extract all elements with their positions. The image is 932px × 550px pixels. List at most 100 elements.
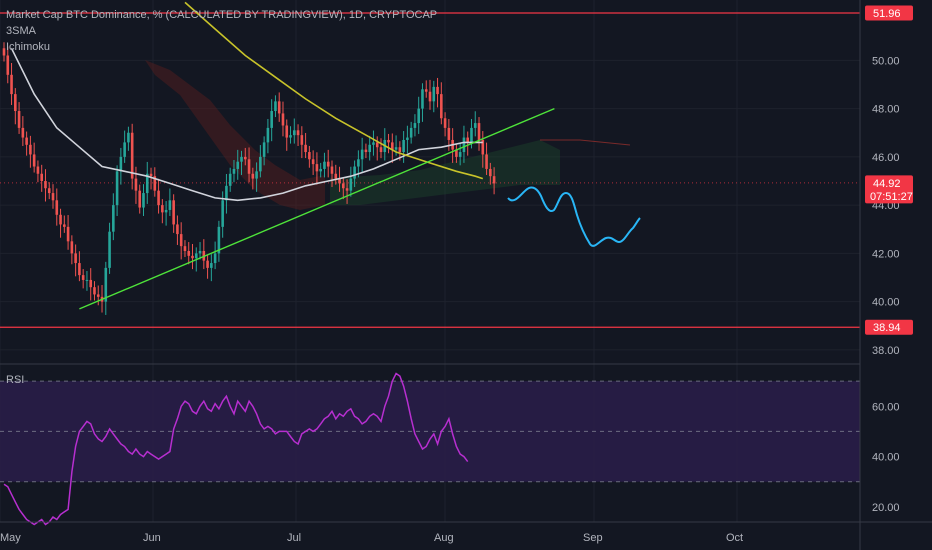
candle-up xyxy=(292,130,296,136)
candle-up xyxy=(402,139,405,153)
candle-down xyxy=(21,127,25,138)
candle-down xyxy=(51,193,55,201)
candle-up xyxy=(289,135,292,138)
candle-up xyxy=(259,156,262,172)
sma-line-white xyxy=(10,47,483,202)
candle-down xyxy=(391,142,394,150)
candle-down xyxy=(96,294,100,297)
rsi-tick-label: 40.00 xyxy=(872,452,900,464)
candle-up xyxy=(164,209,168,213)
candle-down xyxy=(78,263,81,276)
time-axis: May Jun Jul Aug Sep Oct xyxy=(0,521,932,544)
candle-down xyxy=(424,89,428,92)
rsi-band xyxy=(0,381,860,482)
candle-up xyxy=(217,226,221,254)
candle-down xyxy=(481,139,485,155)
candle-up xyxy=(274,101,277,112)
indicator-label-ichimoku[interactable]: Ichimoku xyxy=(6,41,51,53)
projection-curve xyxy=(507,186,641,247)
candle-up xyxy=(108,231,111,268)
candle-down xyxy=(130,132,134,179)
candle-down xyxy=(44,181,47,189)
candle-down xyxy=(176,224,179,235)
candle-down xyxy=(447,127,451,140)
candle-down xyxy=(251,173,255,179)
chart-title: Market Cap BTC Dominance, % (CALCULATED … xyxy=(6,9,438,21)
candle-up xyxy=(372,142,375,145)
candle-up xyxy=(119,156,123,172)
candle-up xyxy=(349,178,353,191)
candle-up xyxy=(232,168,236,174)
candle-down xyxy=(387,139,390,143)
candle-up xyxy=(225,185,228,201)
candle-down xyxy=(247,159,251,174)
candle-up xyxy=(394,147,398,150)
candle-up xyxy=(458,152,462,157)
candle-down xyxy=(277,101,281,114)
time-tick-label: May xyxy=(0,532,21,544)
price-badge-label: 51.96 xyxy=(873,8,901,20)
candle-down xyxy=(134,178,138,191)
price-tick-label: 38.00 xyxy=(872,345,900,357)
candle-up xyxy=(213,253,217,264)
price-tick-label: 40.00 xyxy=(872,297,900,309)
candle-down xyxy=(440,94,443,119)
candle-up xyxy=(194,253,198,259)
candle-up xyxy=(473,123,477,128)
price-tick-label: 50.00 xyxy=(872,55,900,67)
candle-down xyxy=(2,48,6,56)
rsi-tick-label: 60.00 xyxy=(872,401,900,413)
candle-down xyxy=(477,123,481,140)
candle-down xyxy=(206,260,209,268)
rsi-panel xyxy=(0,372,860,526)
candle-down xyxy=(304,144,307,153)
candle-down xyxy=(161,205,164,213)
candle-up xyxy=(323,161,326,169)
ichimoku-cloud xyxy=(145,60,631,210)
candle-down xyxy=(455,149,458,157)
candle-down xyxy=(191,255,194,259)
candle-down xyxy=(315,164,319,172)
candle-down xyxy=(326,161,330,167)
indicator-label-3sma[interactable]: 3SMA xyxy=(6,25,36,37)
candle-up xyxy=(123,142,126,157)
candle-down xyxy=(153,176,157,191)
candle-up xyxy=(262,142,266,157)
candle-down xyxy=(308,152,311,160)
candle-down xyxy=(281,113,285,126)
candle-up xyxy=(421,89,424,109)
candle-up xyxy=(360,149,364,160)
candle-up xyxy=(236,161,240,169)
candle-up xyxy=(432,86,436,102)
price-badge-countdown: 07:51:27 xyxy=(870,191,913,203)
candle-up xyxy=(210,263,213,268)
candle-down xyxy=(187,250,191,256)
candle-down xyxy=(489,168,492,177)
candle-up xyxy=(409,127,413,138)
candle-down xyxy=(66,226,70,242)
candle-up xyxy=(115,171,119,206)
rsi-line xyxy=(3,372,469,526)
candle-up xyxy=(240,156,243,162)
candle-down xyxy=(6,55,10,75)
candle-down xyxy=(379,147,383,153)
rsi-label[interactable]: RSI xyxy=(6,374,25,386)
candle-down xyxy=(36,166,40,174)
candle-down xyxy=(59,214,62,225)
price-tick-label: 46.00 xyxy=(872,152,900,164)
candle-up xyxy=(127,132,130,143)
price-badge xyxy=(865,175,913,204)
candle-down xyxy=(183,246,187,251)
candle-up xyxy=(266,127,270,143)
horizontal-levels xyxy=(0,12,860,328)
candle-down xyxy=(25,137,28,145)
candle-up xyxy=(406,137,409,140)
candle-down xyxy=(285,125,289,138)
price-axis: 38.0040.0042.0044.0046.0048.0050.0020.00… xyxy=(859,0,913,550)
price-badge xyxy=(865,319,913,335)
candle-down xyxy=(17,111,21,128)
price-badge xyxy=(865,5,913,21)
candle-up xyxy=(198,250,202,254)
candle-down xyxy=(428,91,432,102)
time-tick-label: Oct xyxy=(726,532,743,544)
